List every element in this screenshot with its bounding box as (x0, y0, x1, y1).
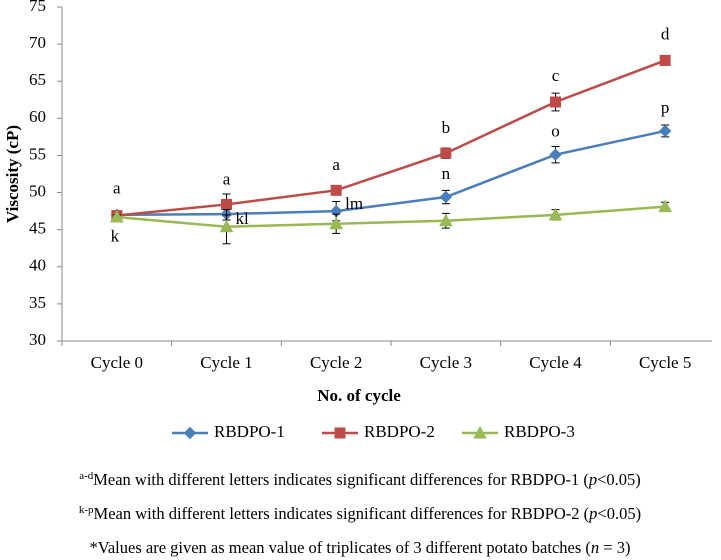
y-tick-label: 75 (29, 0, 46, 15)
x-tick-label: Cycle 0 (91, 353, 143, 372)
marker (438, 213, 453, 227)
y-tick-label: 65 (29, 70, 46, 89)
marker (221, 198, 232, 210)
marker (658, 199, 673, 213)
footnote-italic: p (588, 504, 597, 523)
point-label: n (442, 164, 451, 183)
y-axis-title: Viscosity (cP) (3, 125, 22, 223)
point-label: p (661, 98, 670, 117)
point-label: b (442, 118, 451, 137)
x-axis-title: No. of cycle (317, 386, 401, 405)
marker (439, 190, 453, 204)
legend-label: RBDPO-3 (504, 422, 575, 441)
series (109, 199, 673, 245)
series-line (116, 129, 666, 217)
footnote-sup: k-p (79, 504, 94, 516)
marker (330, 184, 342, 196)
marker (109, 210, 124, 223)
footnote-after: = 3) (599, 538, 630, 557)
footnote-italic: p (588, 470, 597, 489)
x-tick-label: Cycle 3 (420, 353, 472, 372)
y-tick-label: 35 (29, 293, 46, 312)
point-label: d (661, 24, 670, 43)
x-tick-label: Cycle 2 (310, 353, 362, 372)
footnote: a-dMean with different letters indicates… (79, 470, 641, 489)
y-tick-label: 45 (29, 219, 46, 238)
series-line (116, 59, 666, 217)
point-label: o (551, 122, 560, 141)
point-label: c (552, 66, 560, 85)
footnote-italic: n (591, 538, 599, 557)
footnote-sup: a-d (79, 470, 94, 482)
footnote-after: <0.05) (597, 504, 641, 523)
marker (549, 148, 562, 161)
x-tick-label: Cycle 4 (529, 353, 582, 372)
footnote-text: *Values are given as mean value of tripl… (90, 538, 591, 557)
marker (329, 216, 344, 230)
legend-label: RBDPO-1 (214, 422, 285, 441)
point-label: k (111, 227, 120, 246)
series-line (116, 205, 666, 228)
marker (219, 219, 234, 233)
footnote-text: Mean with different letters indicates si… (94, 504, 590, 523)
marker (334, 427, 346, 439)
point-label: lm (345, 194, 363, 213)
legend-item: RBDPO-2 (322, 422, 435, 441)
legend-item: RBDPO-1 (172, 422, 285, 441)
marker (659, 54, 671, 66)
legend-label: RBDPO-2 (364, 422, 435, 441)
y-tick-label: 55 (29, 144, 46, 163)
point-label: kl (236, 209, 250, 228)
footnote-after: <0.05) (597, 470, 641, 489)
point-label: a (113, 178, 121, 197)
marker (183, 426, 197, 440)
y-tick-label: 70 (29, 33, 46, 52)
footnote: *Values are given as mean value of tripl… (90, 538, 631, 557)
footnote-text: Mean with different letters indicates si… (93, 470, 589, 489)
point-label: a (223, 169, 231, 188)
marker (548, 207, 563, 221)
y-tick-label: 50 (29, 181, 46, 200)
point-label: a (332, 155, 340, 174)
marker (658, 124, 672, 138)
y-tick-label: 60 (29, 107, 46, 126)
y-tick-label: 40 (29, 256, 46, 275)
x-tick-label: Cycle 1 (200, 353, 252, 372)
marker (440, 147, 452, 159)
footnote: k-pMean with different letters indicates… (79, 504, 641, 523)
series (111, 54, 671, 222)
x-tick-label: Cycle 5 (639, 353, 691, 372)
legend-item: RBDPO-3 (462, 422, 575, 441)
y-tick-label: 30 (29, 330, 46, 349)
marker (550, 96, 561, 108)
marker (473, 425, 487, 439)
